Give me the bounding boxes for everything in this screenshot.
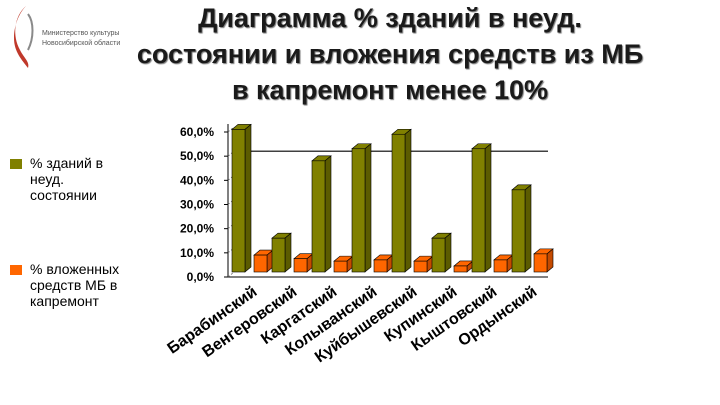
bar-series-1 [511, 189, 526, 273]
y-gridline-stub [227, 247, 235, 254]
y-gridline-stub [227, 223, 235, 229]
bar-series-2 [293, 258, 308, 273]
bar-series-1 [231, 129, 246, 273]
bar-series-1-side [484, 143, 492, 273]
y-gridline-stub [227, 150, 235, 157]
bar-series-1 [431, 237, 446, 273]
bar-series-2 [413, 260, 428, 273]
legend-label-series-2: % вложенных средств МБ в капремонт [30, 261, 120, 309]
y-tick-label: 50,0% [180, 149, 214, 163]
legend-swatch-series-2 [10, 265, 22, 275]
bar-series-1 [311, 160, 326, 273]
legend-swatch-series-1 [10, 159, 22, 169]
bar-series-2 [373, 259, 388, 273]
legend-label-series-1: % зданий в неуд. состоянии [30, 155, 104, 203]
bar-series-1-side [444, 232, 452, 273]
bar-series-1-side [244, 123, 252, 273]
bar-series-1-side [284, 232, 292, 273]
bar-series-1 [391, 133, 406, 273]
bar-series-1 [471, 148, 486, 273]
bar-series-1 [351, 148, 366, 273]
y-gridline-stub [227, 175, 235, 181]
chart-legend: % зданий в неуд. состоянии % вложенных с… [8, 155, 123, 309]
bar-series-1-side [404, 128, 412, 273]
y-tick-label: 10,0% [180, 246, 214, 260]
logo-line-2: Новосибирской области [42, 40, 121, 47]
bar-series-1-side [324, 155, 332, 273]
y-gridline-stub [227, 271, 235, 278]
title-line-2: состоянии и вложения средств из МБ [136, 39, 644, 69]
bar-series-2 [453, 265, 468, 273]
bar-series-2 [533, 253, 548, 273]
bar-series-2 [493, 259, 508, 273]
logo: Министерство культуры Новосибирской обла… [4, 2, 154, 72]
title-line-3: в капремонт менее 10% [231, 75, 549, 105]
bar-series-1-side [364, 143, 372, 273]
bar-series-1-side [524, 184, 532, 273]
legend-item-series-2: % вложенных средств МБ в капремонт [8, 261, 123, 309]
bar-series-1 [271, 237, 286, 273]
logo-line-1: Министерство культуры [42, 30, 120, 37]
y-tick-label: 60,0% [180, 125, 214, 139]
y-tick-label: 30,0% [180, 198, 214, 212]
y-tick-label: 40,0% [180, 173, 214, 187]
title-line-1: Диаграмма % зданий в неуд. [198, 3, 582, 33]
y-gridline-stub [227, 126, 235, 133]
y-tick-label: 20,0% [180, 222, 214, 236]
y-tick-label: 0,0% [187, 270, 215, 284]
legend-item-series-1: % зданий в неуд. состоянии [8, 155, 123, 203]
logo-emblem [14, 6, 34, 68]
bar-series-2 [253, 254, 268, 273]
y-gridline-stub [227, 199, 235, 205]
slide-title: Диаграмма % зданий в неуд. состоянии и в… [60, 0, 720, 108]
bar-series-2 [333, 260, 348, 273]
